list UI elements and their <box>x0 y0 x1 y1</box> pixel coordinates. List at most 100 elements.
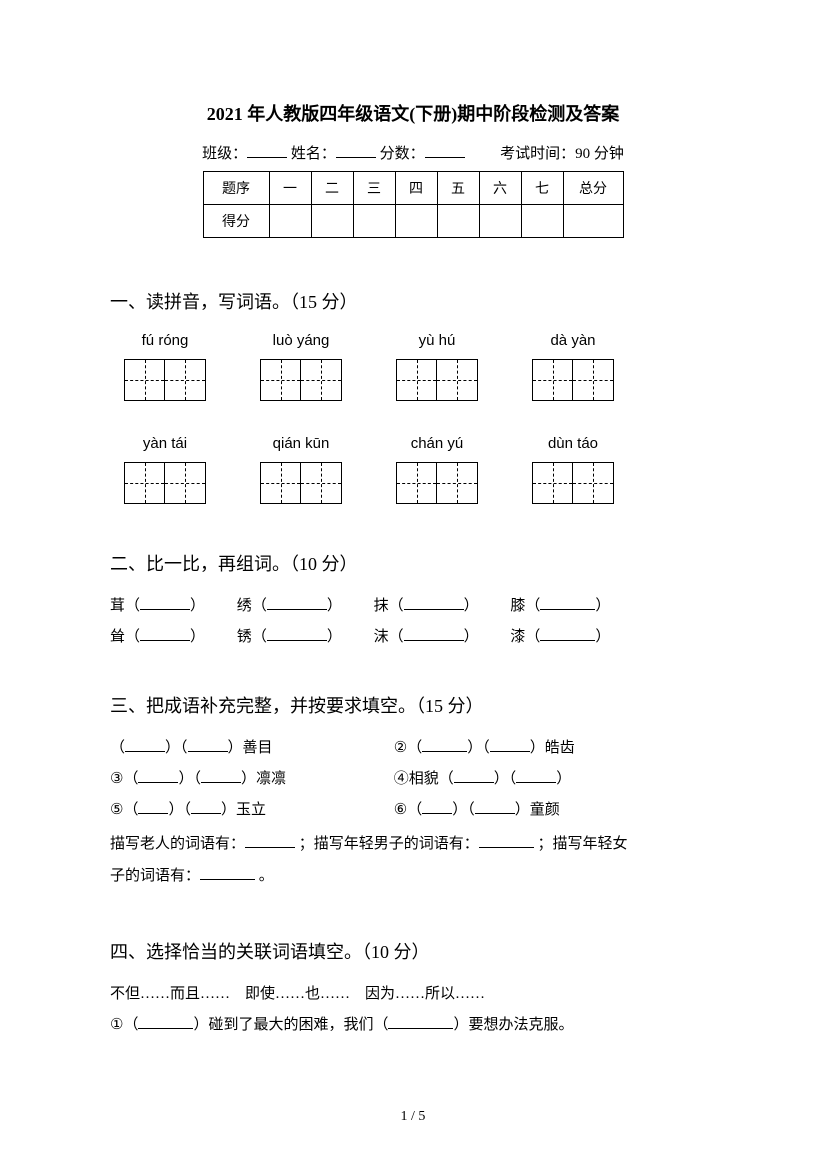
answer-blank[interactable] <box>404 640 464 641</box>
section-1: 一、读拼音，写词语。（15 分） fú róng luò yáng yù hú … <box>110 288 716 504</box>
header-cell: 题序 <box>203 172 269 205</box>
answer-blank[interactable] <box>422 813 452 814</box>
class-blank[interactable] <box>247 142 287 158</box>
compare-char: 绣 <box>237 598 252 614</box>
answer-blank[interactable] <box>191 813 221 814</box>
compare-char: 膝 <box>510 598 525 614</box>
answer-blank[interactable] <box>245 847 295 848</box>
compare-char: 沫 <box>374 629 389 645</box>
header-cell: 一 <box>269 172 311 205</box>
compare-row: 茸（） 绣（） 抹（） 膝（） <box>110 594 716 615</box>
idiom-suffix: 玉立 <box>236 802 266 818</box>
time-label: 考试时间：90 分钟 <box>500 146 624 162</box>
description-line: 子的词语有： 。 <box>110 861 716 893</box>
char-box[interactable] <box>396 462 478 504</box>
answer-blank[interactable] <box>479 847 534 848</box>
answer-blank[interactable] <box>140 640 190 641</box>
pinyin-row: fú róng luò yáng yù hú dà yàn <box>124 332 716 401</box>
idiom-prefix: ④相貌 <box>394 771 439 787</box>
score-cell[interactable] <box>437 205 479 238</box>
question-line: ①（ ）碰到了最大的困难，我们（ ）要想办法克服。 <box>110 1013 716 1034</box>
char-box[interactable] <box>124 462 206 504</box>
score-cell[interactable] <box>395 205 437 238</box>
table-header-row: 题序 一 二 三 四 五 六 七 总分 <box>203 172 623 205</box>
answer-blank[interactable] <box>188 751 228 752</box>
idiom-suffix: 皓齿 <box>545 740 575 756</box>
section-3: 三、把成语补充完整，并按要求填空。（15 分） （）（）善目 ②（）（）皓齿 ③… <box>110 692 716 892</box>
score-cell[interactable] <box>269 205 311 238</box>
answer-blank[interactable] <box>138 782 178 783</box>
idiom-prefix: ③ <box>110 771 123 787</box>
answer-blank[interactable] <box>516 782 556 783</box>
score-cell[interactable] <box>479 205 521 238</box>
score-blank[interactable] <box>425 142 465 158</box>
char-box[interactable] <box>260 462 342 504</box>
class-label: 班级： <box>202 146 247 162</box>
desc-text: ；描写年轻男子的词语有： <box>299 836 479 852</box>
compare-char: 抹 <box>374 598 389 614</box>
section-2: 二、比一比，再组词。（10 分） 茸（） 绣（） 抹（） 膝（） 耸（） 锈（）… <box>110 550 716 646</box>
section-heading: 一、读拼音，写词语。（15 分） <box>110 288 716 314</box>
answer-blank[interactable] <box>540 609 595 610</box>
score-cell[interactable] <box>353 205 395 238</box>
answer-blank[interactable] <box>404 609 464 610</box>
char-box[interactable] <box>532 462 614 504</box>
answer-blank[interactable] <box>140 609 190 610</box>
score-table: 题序 一 二 三 四 五 六 七 总分 得分 <box>203 171 624 238</box>
pinyin-label: dùn táo <box>548 435 598 452</box>
answer-blank[interactable] <box>201 782 241 783</box>
table-score-row: 得分 <box>203 205 623 238</box>
answer-blank[interactable] <box>200 879 255 880</box>
answer-blank[interactable] <box>422 751 467 752</box>
pinyin-label: luò yáng <box>273 332 330 349</box>
q-text: ）要想办法克服。 <box>453 1017 573 1033</box>
name-blank[interactable] <box>336 142 376 158</box>
char-box[interactable] <box>532 359 614 401</box>
header-cell: 总分 <box>563 172 623 205</box>
pinyin-item: qián kūn <box>260 435 342 504</box>
answer-blank[interactable] <box>125 751 165 752</box>
answer-blank[interactable] <box>138 813 168 814</box>
answer-blank[interactable] <box>475 813 515 814</box>
q-text: ①（ <box>110 1017 138 1033</box>
score-cell[interactable] <box>521 205 563 238</box>
name-label: 姓名： <box>291 146 336 162</box>
pinyin-label: yù hú <box>419 332 456 349</box>
pinyin-label: dà yàn <box>550 332 595 349</box>
answer-blank[interactable] <box>267 609 327 610</box>
compare-char: 耸 <box>110 629 125 645</box>
idiom-line: （）（）善目 ②（）（）皓齿 <box>110 736 716 757</box>
section-4: 四、选择恰当的关联词语填空。（10 分） 不但……而且…… 即使……也…… 因为… <box>110 938 716 1034</box>
header-cell: 四 <box>395 172 437 205</box>
answer-blank[interactable] <box>490 751 530 752</box>
header-cell: 五 <box>437 172 479 205</box>
pinyin-row: yàn tái qián kūn chán yú dùn táo <box>124 435 716 504</box>
pinyin-label: chán yú <box>411 435 464 452</box>
score-cell[interactable] <box>563 205 623 238</box>
desc-text: ；描写年轻女 <box>538 836 628 852</box>
idiom-suffix: 童颜 <box>530 802 560 818</box>
pinyin-item: yàn tái <box>124 435 206 504</box>
header-cell: 六 <box>479 172 521 205</box>
answer-blank[interactable] <box>454 782 494 783</box>
header-cell: 三 <box>353 172 395 205</box>
answer-blank[interactable] <box>388 1028 453 1029</box>
char-box[interactable] <box>124 359 206 401</box>
document-title: 2021 年人教版四年级语文(下册)期中阶段检测及答案 <box>110 100 716 126</box>
pinyin-item: yù hú <box>396 332 478 401</box>
score-cell[interactable] <box>311 205 353 238</box>
answer-blank[interactable] <box>540 640 595 641</box>
char-box[interactable] <box>396 359 478 401</box>
section-heading: 三、把成语补充完整，并按要求填空。（15 分） <box>110 692 716 718</box>
pinyin-item: chán yú <box>396 435 478 504</box>
compare-char: 漆 <box>510 629 525 645</box>
char-box[interactable] <box>260 359 342 401</box>
q-text: ）碰到了最大的困难，我们（ <box>193 1017 388 1033</box>
answer-blank[interactable] <box>267 640 327 641</box>
idiom-prefix: ⑤ <box>110 802 123 818</box>
answer-blank[interactable] <box>138 1028 193 1029</box>
desc-text: 子的词语有： <box>110 868 200 884</box>
description-line: 描写老人的词语有： ；描写年轻男子的词语有： ；描写年轻女 <box>110 829 716 861</box>
compare-char: 茸 <box>110 598 125 614</box>
idiom-suffix: 善目 <box>243 740 273 756</box>
